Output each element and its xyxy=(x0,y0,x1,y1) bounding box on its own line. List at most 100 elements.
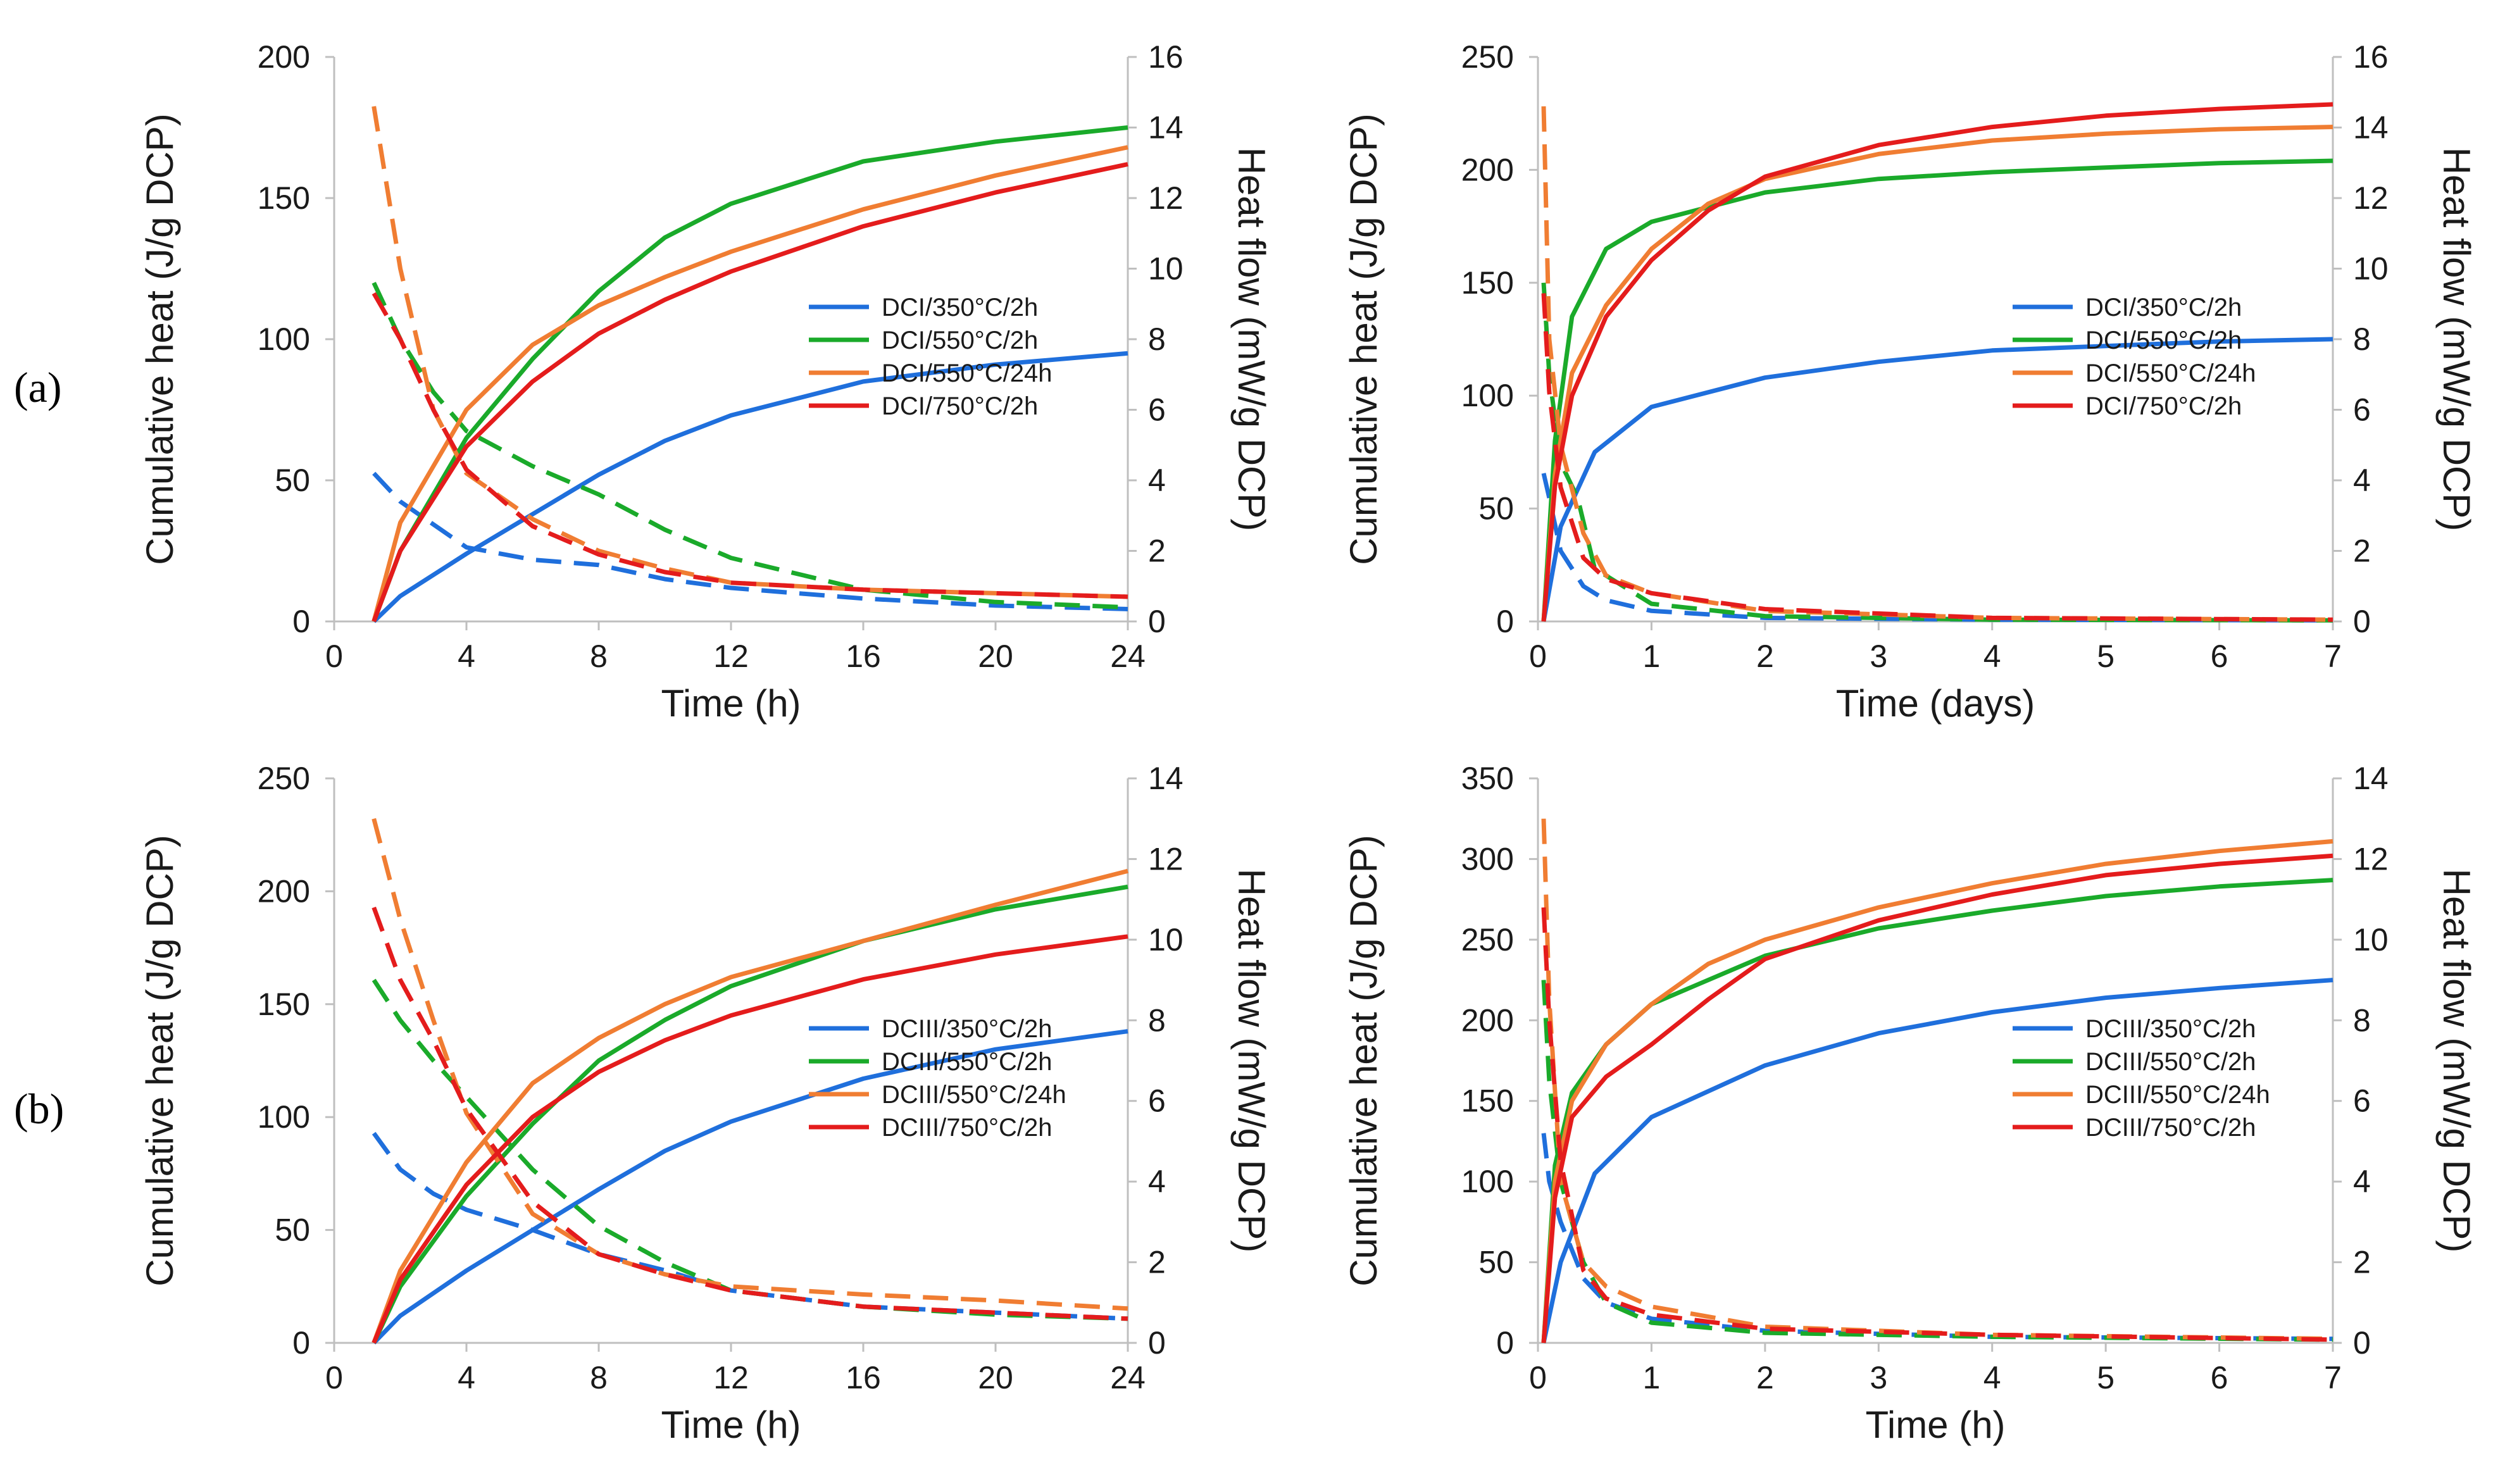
x-axis-title: Time (h) xyxy=(661,1404,801,1446)
x-tick-label: 1 xyxy=(1643,1360,1661,1395)
x-tick-label: 4 xyxy=(1983,1360,2001,1395)
y-tick-label: 150 xyxy=(258,180,310,216)
chart-bottom-right: 0 1 2 3 4 5 6 705010015020025030035002468101214… xyxy=(1342,761,2478,1446)
y2-tick-label: 6 xyxy=(2353,1083,2371,1119)
x-tick-label: 7 xyxy=(2324,639,2342,674)
y2-tick-label: 16 xyxy=(1148,39,1184,75)
y-tick-label: 50 xyxy=(1478,1245,1514,1280)
legend-label: DCI/550°C/2h xyxy=(882,327,1038,354)
series-cumulative-line xyxy=(372,162,1128,623)
legend-label: DCIII/550°C/24h xyxy=(2085,1081,2270,1109)
y2-tick-label: 12 xyxy=(1148,180,1184,216)
series-heat-flow-line xyxy=(1541,473,2333,623)
y2-tick-label: 14 xyxy=(2353,761,2389,796)
y2-tick-label: 0 xyxy=(1148,1325,1166,1361)
y-tick-label: 200 xyxy=(258,39,310,75)
y-tick-label: 0 xyxy=(292,604,310,639)
y2-tick-label: 6 xyxy=(2353,392,2371,428)
series-cumulative-line xyxy=(1541,978,2333,1344)
x-tick-label: 0 xyxy=(1529,1360,1547,1395)
y2-tick-label: 14 xyxy=(2353,110,2389,146)
y2-tick-label: 2 xyxy=(2353,1245,2371,1280)
legend: DCI/350°C/2h DCI/550°C/2h DCI/550°C/24h DCI… xyxy=(809,294,1052,420)
y2-tick-label: 10 xyxy=(2353,922,2389,957)
legend-label: DCI/350°C/2h xyxy=(2085,294,2242,321)
y2-tick-label: 8 xyxy=(1148,321,1166,357)
y-tick-label: 50 xyxy=(275,1213,310,1248)
y-tick-label: 150 xyxy=(258,987,310,1022)
series-heat-flow-line xyxy=(1541,282,2333,623)
y-tick-label: 50 xyxy=(275,463,310,498)
y-tick-label: 50 xyxy=(1478,491,1514,527)
y-tick-label: 300 xyxy=(1461,841,1514,876)
y2-tick-label: 4 xyxy=(1148,1164,1166,1199)
y-tick-label: 0 xyxy=(1496,604,1514,639)
y2-tick-label: 14 xyxy=(1148,110,1184,146)
series-cumulative-line xyxy=(372,934,1128,1344)
y2-tick-label: 12 xyxy=(1148,841,1184,876)
x-tick-label: 0 xyxy=(325,1360,343,1395)
series-cumulative-line xyxy=(1541,102,2333,622)
y2-tick-label: 12 xyxy=(2353,841,2389,876)
y2-tick-label: 8 xyxy=(2353,321,2371,357)
y2-tick-label: 0 xyxy=(2353,604,2371,639)
x-tick-label: 4 xyxy=(458,639,475,674)
series-cumulative-line xyxy=(1541,158,2333,622)
x-tick-label: 4 xyxy=(458,1360,475,1395)
series-cumulative-line xyxy=(372,125,1128,623)
series-cumulative-line xyxy=(372,351,1128,623)
y2-tick-label: 10 xyxy=(1148,922,1184,957)
x-tick-label: 8 xyxy=(590,1360,608,1395)
y2-axis-title: Heat flow (mW/g DCP) xyxy=(2435,869,2478,1253)
x-tick-label: 6 xyxy=(2211,639,2228,674)
y2-tick-label: 6 xyxy=(1148,1083,1166,1119)
series-heat-flow-line xyxy=(1541,980,2333,1342)
y-tick-label: 0 xyxy=(1496,1325,1514,1361)
series-heat-flow-line xyxy=(372,471,1128,611)
y2-tick-label: 4 xyxy=(1148,463,1166,498)
y-tick-label: 250 xyxy=(1461,39,1514,75)
legend: DCIII/350°C/2h DCIII/550°C/2h DCIII/550°C/… xyxy=(2013,1015,2270,1142)
legend-label: DCIII/550°C/2h xyxy=(2085,1048,2256,1076)
y-tick-label: 250 xyxy=(1461,922,1514,957)
x-tick-label: 0 xyxy=(1529,639,1547,674)
y2-tick-label: 10 xyxy=(1148,251,1184,287)
panel-label-a: (a) xyxy=(14,363,61,411)
series-cumulative-line xyxy=(372,1029,1128,1345)
y2-axis-title: Heat flow (mW/g DCP) xyxy=(1230,869,1273,1253)
x-tick-label: 20 xyxy=(978,1360,1013,1395)
x-tick-label: 1 xyxy=(1643,639,1661,674)
legend: DCIII/350°C/2h DCIII/550°C/2h DCIII/550°C/… xyxy=(809,1015,1066,1142)
legend-label: DCIII/550°C/2h xyxy=(882,1048,1052,1076)
y2-tick-label: 14 xyxy=(1148,761,1184,796)
x-tick-label: 7 xyxy=(2324,1360,2342,1395)
y2-tick-label: 12 xyxy=(2353,180,2389,216)
y2-axis-title: Heat flow (mW/g DCP) xyxy=(2435,147,2478,532)
series-cumulative-line xyxy=(1541,853,2333,1344)
legend-label: DCI/550°C/2h xyxy=(2085,327,2242,354)
y-tick-label: 100 xyxy=(258,321,310,357)
x-axis-title: Time (days) xyxy=(1836,682,2035,725)
legend-label: DCI/550°C/24h xyxy=(2085,359,2256,387)
y2-tick-label: 8 xyxy=(2353,1002,2371,1038)
x-tick-label: 4 xyxy=(1983,639,2001,674)
series-cumulative-line xyxy=(372,145,1128,622)
x-axis-title: Time (h) xyxy=(1865,1404,2005,1446)
y-tick-label: 250 xyxy=(258,761,310,796)
y-axis-title: Cumulative heat (J/g DCP) xyxy=(139,113,181,565)
series-cumulative-line xyxy=(1541,337,2333,622)
series-heat-flow-line xyxy=(372,292,1128,599)
y2-tick-label: 6 xyxy=(1148,392,1166,428)
y2-axis-title: Heat flow (mW/g DCP) xyxy=(1230,147,1273,532)
y-axis-title: Cumulative heat (J/g DCP) xyxy=(1342,113,1385,565)
y-tick-label: 150 xyxy=(1461,1083,1514,1119)
y2-tick-label: 2 xyxy=(2353,533,2371,569)
y2-tick-label: 2 xyxy=(1148,533,1166,569)
y-tick-label: 100 xyxy=(1461,378,1514,413)
legend-label: DCIII/750°C/2h xyxy=(882,1114,1052,1142)
y-tick-label: 200 xyxy=(258,873,310,909)
y-tick-label: 200 xyxy=(1461,1002,1514,1038)
y-axis-title: Cumulative heat (J/g DCP) xyxy=(139,835,181,1287)
x-tick-label: 3 xyxy=(1870,1360,1887,1395)
x-tick-label: 5 xyxy=(2097,1360,2115,1395)
